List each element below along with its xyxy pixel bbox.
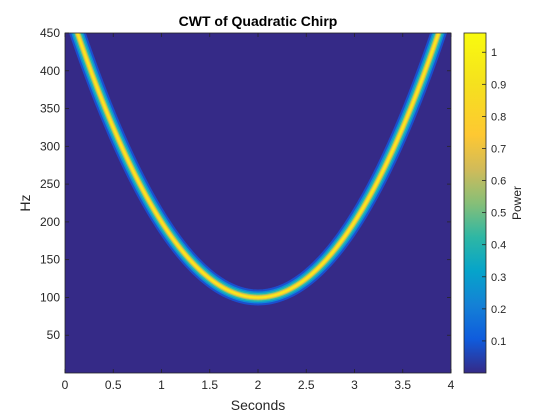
- y-axis-label: Hz: [17, 194, 33, 211]
- x-tick-label: 2.5: [298, 378, 315, 392]
- y-axis: 50 100 150 200 250 300 350 400 450: [40, 26, 451, 342]
- y-tick-label: 200: [40, 215, 60, 229]
- colorbar-tick-label: 0.9: [491, 79, 506, 91]
- colorbar-tick-label: 0.6: [491, 176, 506, 188]
- colorbar-tick-label: 0.5: [491, 208, 506, 220]
- colorbar-tick-label: 0.4: [491, 240, 506, 252]
- x-tick-label: 1: [158, 378, 165, 392]
- x-axis: 0 0.5 1 1.5 2 2.5 3 3.5 4: [62, 33, 455, 392]
- colorbar-ticks: 0.1 0.2 0.3 0.4 0.5 0.6 0.7 0.8 0.9 1: [482, 47, 506, 348]
- colorbar-label: Power: [510, 186, 524, 220]
- y-tick-label: 150: [40, 253, 60, 267]
- x-tick-label: 1.5: [201, 378, 218, 392]
- x-axis-label: Seconds: [231, 397, 285, 413]
- chart-title: CWT of Quadratic Chirp: [179, 13, 338, 29]
- x-tick-label: 2: [255, 378, 262, 392]
- x-tick-label: 3.5: [394, 378, 411, 392]
- x-tick-label: 3: [351, 378, 358, 392]
- x-tick-label: 4: [448, 378, 455, 392]
- colorbar: [463, 32, 487, 374]
- plot-area: [65, 33, 451, 373]
- colorbar-tick-label: 0.3: [491, 272, 506, 284]
- y-tick-label: 100: [40, 290, 60, 304]
- y-tick-label: 300: [40, 139, 60, 153]
- y-tick-label: 50: [47, 328, 61, 342]
- colorbar-tick-label: 0.2: [491, 304, 506, 316]
- colorbar-tick-label: 0.8: [491, 111, 506, 123]
- ridge-core: [76, 33, 440, 299]
- y-tick-label: 450: [40, 26, 60, 40]
- colorbar-tick-label: 1: [491, 47, 497, 59]
- y-tick-label: 250: [40, 177, 60, 191]
- x-tick-label: 0.5: [105, 378, 122, 392]
- y-tick-label: 400: [40, 64, 60, 78]
- colorbar-tick-label: 0.1: [491, 336, 506, 348]
- ridge-group: [69, 33, 447, 306]
- colorbar-tick-label: 0.7: [491, 143, 506, 155]
- y-tick-label: 350: [40, 102, 60, 116]
- x-tick-label: 0: [62, 378, 69, 392]
